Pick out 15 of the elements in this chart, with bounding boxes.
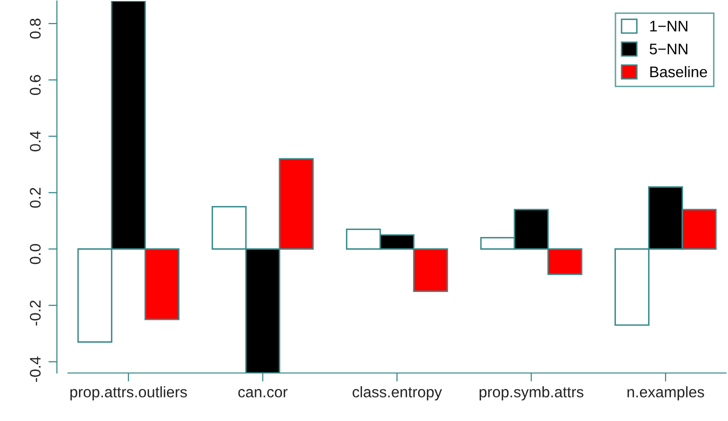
- legend-label: 1−NN: [650, 20, 688, 32]
- y-tick-label: 0.2: [30, 188, 41, 208]
- legend-label: 5−NN: [650, 44, 688, 54]
- x-tick-label: prop.symb.attrs: [480, 386, 584, 400]
- legend-label: Baseline: [650, 66, 707, 78]
- x-tick-label: prop.attrs.outliers: [70, 386, 187, 400]
- y-tick-label: 0.4: [30, 131, 41, 152]
- x-tick-label: can.cor: [238, 389, 288, 398]
- y-tick-label: -0.4: [30, 356, 41, 382]
- x-tick-label: n.examples: [628, 386, 704, 400]
- y-tick-label: -0.2: [30, 300, 41, 326]
- y-tick-label: 0.0: [30, 244, 41, 264]
- y-tick-label: 0.8: [30, 18, 41, 39]
- y-tick-label: 0.6: [30, 75, 41, 96]
- x-tick-label: class.entropy: [352, 386, 442, 400]
